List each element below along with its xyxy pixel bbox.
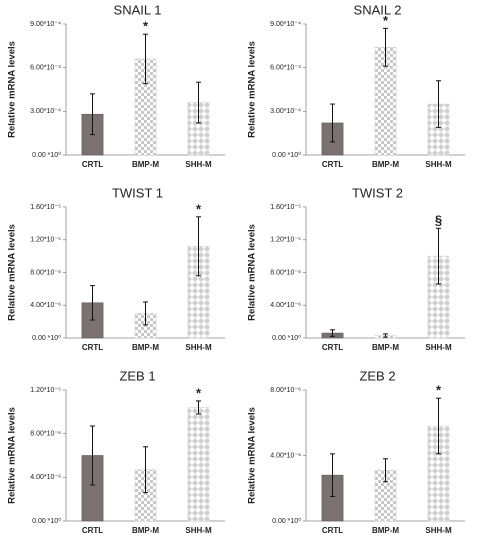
- y-tick-label: 8.00*10⁻⁶: [30, 431, 61, 438]
- y-tick-label: 1.20*10⁻⁵: [30, 387, 61, 394]
- x-tick-label: SHH-M: [185, 160, 212, 169]
- y-tick-label: 1.60*10⁻⁵: [270, 204, 301, 211]
- y-tick-label: 9.00*10⁻⁴: [30, 21, 61, 28]
- chart-title: TWIST 2: [352, 185, 403, 200]
- y-tick-label: 0.00 *10⁰: [32, 517, 61, 525]
- chart-title: SNAIL 2: [354, 2, 402, 17]
- x-tick-label: BMP-M: [372, 343, 399, 352]
- x-tick-label: CRTL: [82, 526, 103, 535]
- y-tick-label: 4.00*10⁻⁶: [270, 452, 301, 459]
- y-axis-label: Relative mRNA levels: [247, 224, 258, 321]
- x-tick-label: BMP-M: [132, 160, 159, 169]
- x-tick-label: SHH-M: [425, 526, 452, 535]
- x-tick-label: CRTL: [82, 343, 103, 352]
- y-tick-label: 0.00 *10⁰: [272, 517, 301, 525]
- x-tick-label: SHH-M: [425, 343, 452, 352]
- x-tick-label: BMP-M: [132, 526, 159, 535]
- x-tick-label: CRTL: [322, 343, 343, 352]
- annotation: *: [196, 385, 202, 400]
- chart-title: ZEB 2: [359, 368, 395, 383]
- annotation: *: [196, 201, 202, 216]
- y-tick-label: 0.00 *10⁰: [32, 334, 61, 342]
- y-tick-label: 3.00*10⁻⁴: [270, 108, 301, 115]
- x-tick-label: BMP-M: [372, 160, 399, 169]
- bar: [187, 407, 210, 522]
- chart-title: TWIST 1: [112, 185, 163, 200]
- y-axis-label: Relative mRNA levels: [247, 41, 258, 138]
- y-tick-label: 0.00 *10⁰: [272, 334, 301, 342]
- x-tick-label: CRTL: [322, 526, 343, 535]
- y-tick-label: 0.00 *10⁰: [32, 151, 61, 159]
- y-tick-label: 6.00*10⁻⁴: [30, 65, 61, 72]
- x-tick-label: SHH-M: [185, 343, 212, 352]
- y-tick-label: 3.00*10⁻⁴: [30, 108, 61, 115]
- y-tick-label: 8.00*10⁻⁶: [270, 269, 301, 276]
- y-axis-label: Relative mRNA levels: [7, 224, 18, 321]
- x-tick-label: SHH-M: [425, 160, 452, 169]
- x-tick-label: CRTL: [82, 160, 103, 169]
- y-axis-label: Relative mRNA levels: [247, 407, 258, 504]
- annotation: *: [383, 13, 389, 28]
- annotation: §: [435, 213, 442, 228]
- y-tick-label: 6.00*10⁻⁴: [270, 65, 301, 72]
- x-tick-label: BMP-M: [372, 526, 399, 535]
- y-tick-label: 1.60*10⁻⁵: [30, 204, 61, 211]
- y-tick-label: 1.20*10⁻⁵: [30, 237, 61, 244]
- y-tick-label: 4.00*10⁻⁶: [30, 302, 61, 309]
- y-tick-label: 0.00 *10⁰: [272, 151, 301, 159]
- annotation: *: [436, 383, 442, 398]
- x-tick-label: SHH-M: [185, 526, 212, 535]
- y-tick-label: 9.00*10⁻⁴: [270, 21, 301, 28]
- chart-title: ZEB 1: [119, 368, 155, 383]
- x-tick-label: BMP-M: [132, 343, 159, 352]
- y-axis-label: Relative mRNA levels: [7, 41, 18, 138]
- annotation: *: [143, 19, 149, 34]
- chart-title: SNAIL 1: [114, 2, 162, 17]
- y-tick-label: 8.00*10⁻⁶: [270, 387, 301, 394]
- y-tick-label: 4.00*10⁻⁶: [270, 302, 301, 309]
- y-tick-label: 1.20*10⁻⁵: [270, 237, 301, 244]
- y-tick-label: 4.00*10⁻⁶: [30, 474, 61, 481]
- x-tick-label: CRTL: [322, 160, 343, 169]
- y-tick-label: 8.00*10⁻⁶: [30, 269, 61, 276]
- y-axis-label: Relative mRNA levels: [7, 407, 18, 504]
